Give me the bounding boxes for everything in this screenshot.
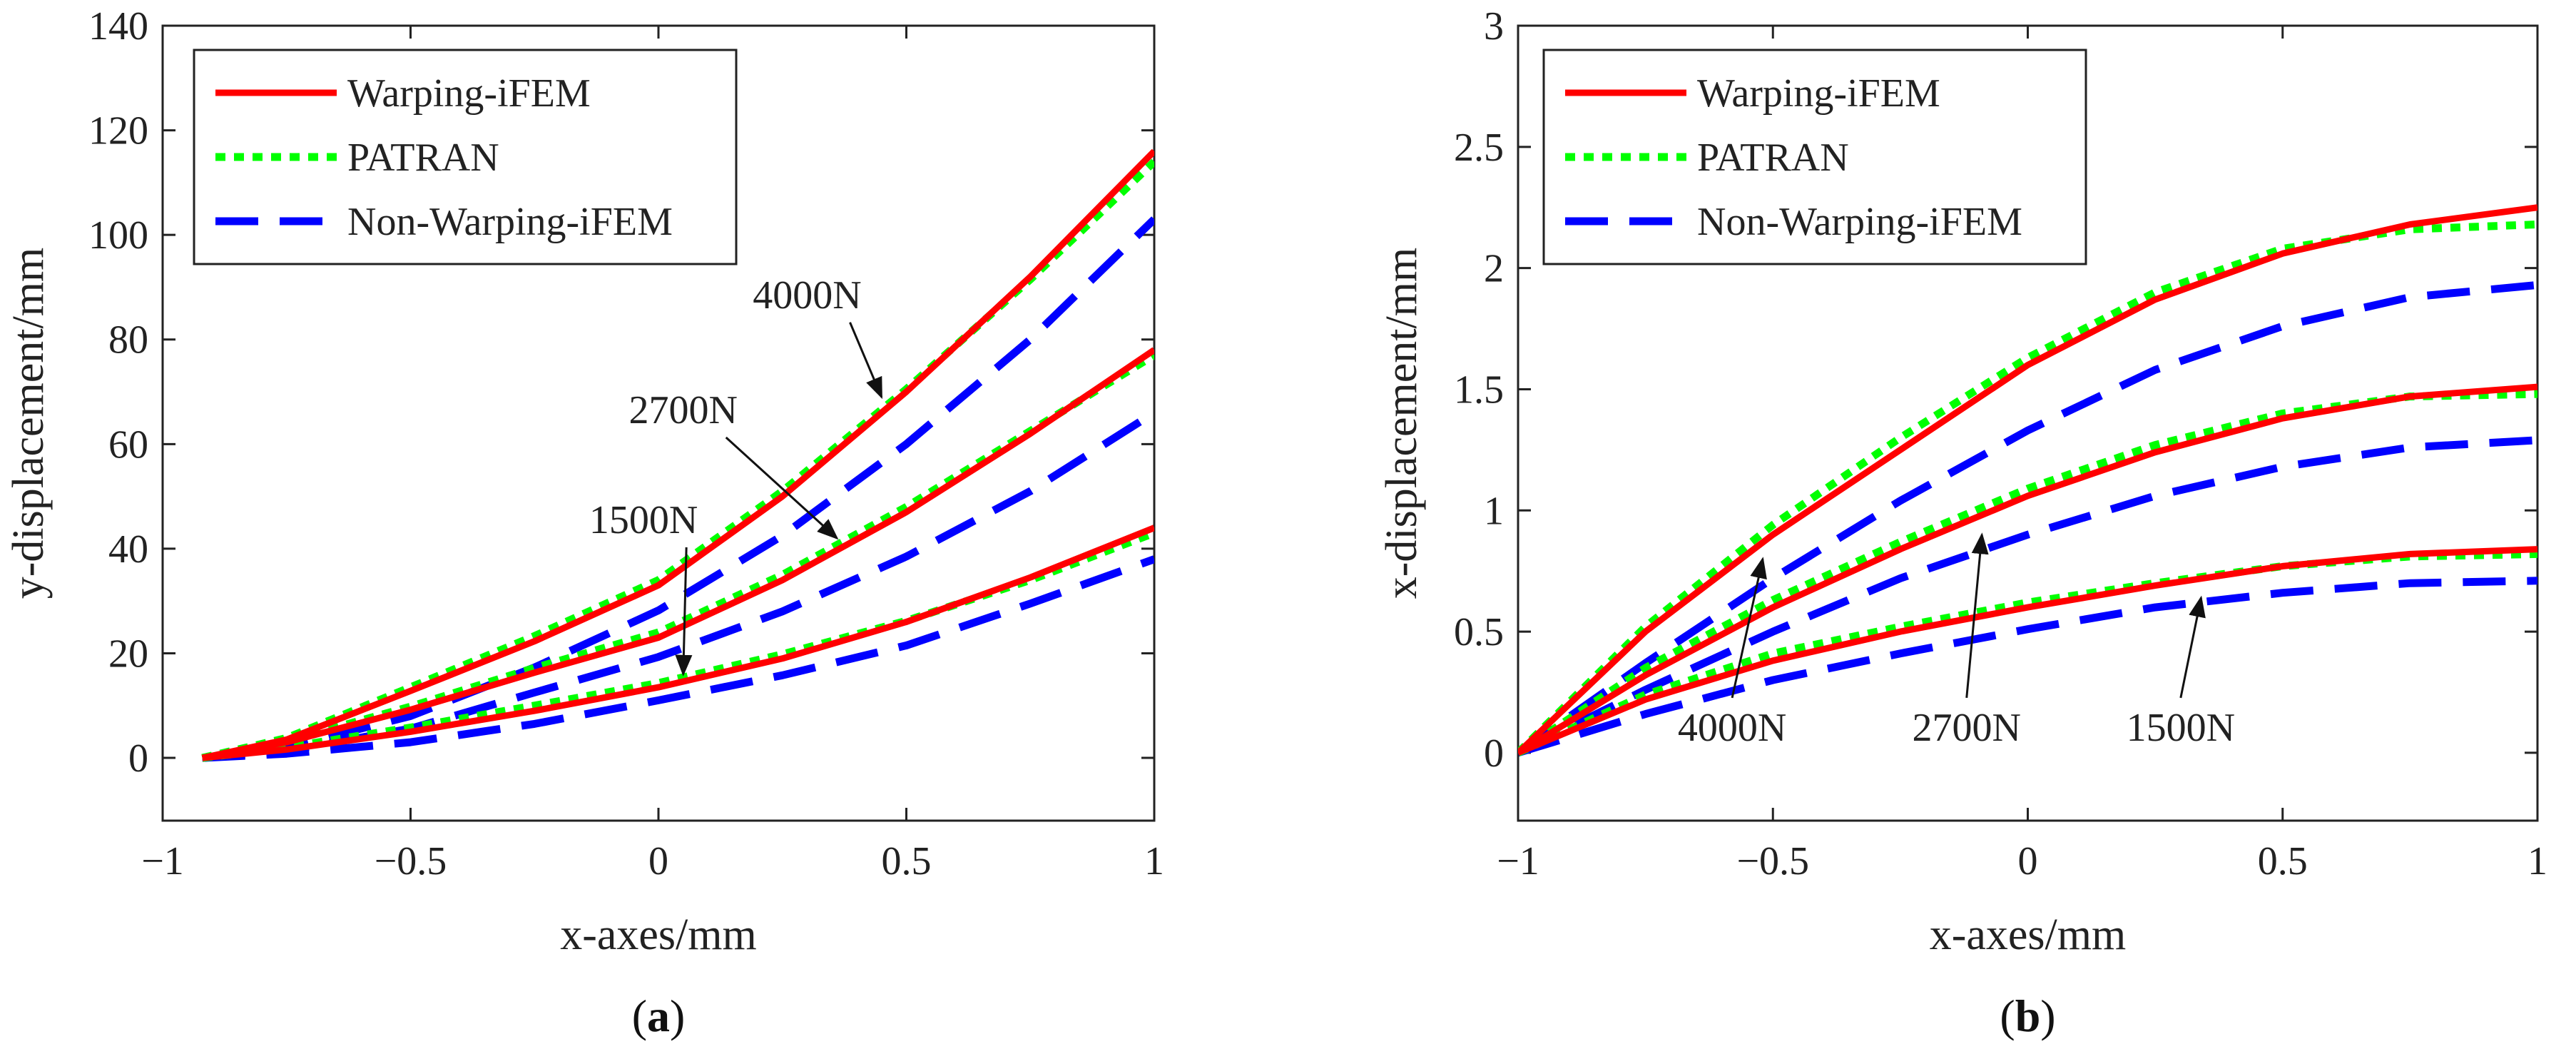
- annotation-label-1500n: 1500N: [589, 498, 698, 542]
- legend-label-patran: PATRAN: [1697, 136, 1849, 180]
- caption-close: ): [670, 990, 685, 1041]
- legend-label-warping-ifem: Warping-iFEM: [1697, 71, 1940, 116]
- legend-label-warping-ifem: Warping-iFEM: [347, 71, 591, 116]
- y-tick-label: 120: [88, 109, 148, 153]
- annotation-label-1500n: 1500N: [2127, 706, 2235, 750]
- series-group: [1518, 204, 2537, 757]
- annotation-arrow-4000n: [849, 322, 883, 400]
- x-tick-label: −0.5: [1736, 839, 1809, 883]
- series-line-warping-ifem-4000n: [201, 148, 1154, 761]
- x-axis-label: x-axes/mm: [560, 911, 757, 959]
- caption-close: ): [2040, 990, 2055, 1041]
- x-tick-label: 0: [2018, 839, 2038, 883]
- series-line-non-warping-ifem-4000n: [201, 216, 1154, 762]
- series-line-patran-2700n: [201, 352, 1154, 762]
- panel-b: −1 −0.5 0 0.5 1 0 0.5 1 1.5 2 2.5 3 x-axes/mm x-displ…: [1378, 4, 2547, 1041]
- series-line-patran-2700n: [1518, 390, 2537, 756]
- annotation-arrow-2700n: [1965, 532, 1989, 699]
- y-tick-label: 2: [1484, 247, 1504, 291]
- panel-a: −1 −0.5 0 0.5 1 0 20 40 60 80 100 120 140 x-axes/mm y-…: [4, 4, 1164, 1041]
- caption-open: (: [632, 990, 647, 1041]
- series-line-warping-ifem-1500n: [1518, 546, 2537, 756]
- x-tick-label: −1: [1497, 839, 1539, 883]
- annotation-arrow-1500n: [2179, 595, 2206, 699]
- x-axis-label: x-axes/mm: [1930, 911, 2127, 959]
- annotation-label-2700n: 2700N: [629, 388, 738, 432]
- annotation-label-4000n: 4000N: [1678, 706, 1786, 750]
- y-axis-label: y-displacement/mm: [4, 248, 53, 599]
- y-tick-label: 0.5: [1454, 610, 1504, 654]
- series-line-non-warping-ifem-1500n: [1518, 577, 2537, 757]
- y-tick-label: 80: [108, 318, 148, 363]
- x-tick-label: 0.5: [2258, 839, 2308, 883]
- legend-box: [1542, 49, 2087, 265]
- x-tick-label: −0.5: [375, 839, 447, 883]
- y-axis-label: x-displacement/mm: [1378, 248, 1426, 599]
- caption-letter: a: [647, 990, 670, 1041]
- y-tick-label: 140: [88, 4, 148, 49]
- y-tick-label: 1: [1484, 489, 1504, 533]
- panel-caption: (a): [632, 990, 686, 1041]
- y-tick-label: 60: [108, 422, 148, 467]
- legend-label-non-warping-ifem: Non-Warping-iFEM: [347, 200, 673, 244]
- annotation-arrow-4000n: [1731, 557, 1767, 699]
- x-tick-label: −1: [141, 839, 184, 883]
- x-tick-label: 0: [648, 839, 668, 883]
- series-line-non-warping-ifem-4000n: [1518, 280, 2537, 756]
- x-tick-label: 1: [1144, 839, 1164, 883]
- legend-box: [193, 49, 738, 265]
- series-line-non-warping-ifem-1500n: [202, 555, 1154, 762]
- series-line-non-warping-ifem-2700n: [1518, 436, 2537, 756]
- caption-open: (: [2000, 990, 2015, 1041]
- annotation-label-2700n: 2700N: [1913, 706, 2021, 750]
- series-line-warping-ifem-1500n: [202, 525, 1154, 761]
- y-tick-label: 1.5: [1454, 368, 1504, 412]
- y-tick-label: 3: [1484, 4, 1504, 49]
- annotation-label-4000n: 4000N: [753, 273, 861, 318]
- legend-label-patran: PATRAN: [347, 136, 499, 180]
- panel-caption: (b): [2000, 990, 2055, 1041]
- y-tick-label: 100: [88, 213, 148, 258]
- annotation-arrow-1500n: [675, 547, 693, 677]
- y-tick-label: 0: [128, 736, 148, 781]
- series-line-warping-ifem-2700n: [1518, 383, 2537, 756]
- y-tick-label: 20: [108, 632, 148, 676]
- x-tick-label: 0.5: [882, 839, 932, 883]
- series-line-warping-ifem-4000n: [1518, 204, 2537, 756]
- series-line-non-warping-ifem-2700n: [202, 409, 1154, 762]
- y-tick-label: 0: [1484, 731, 1504, 776]
- annotation-arrow-2700n: [725, 436, 839, 540]
- y-tick-label: 2.5: [1454, 126, 1504, 170]
- series-group: [201, 148, 1154, 762]
- legend-label-non-warping-ifem: Non-Warping-iFEM: [1697, 200, 2022, 244]
- x-tick-label: 1: [2527, 839, 2547, 883]
- series-line-warping-ifem-2700n: [201, 347, 1154, 761]
- series-line-patran-1500n: [1518, 549, 2537, 756]
- caption-letter: b: [2015, 990, 2041, 1041]
- y-tick-label: 40: [108, 527, 148, 572]
